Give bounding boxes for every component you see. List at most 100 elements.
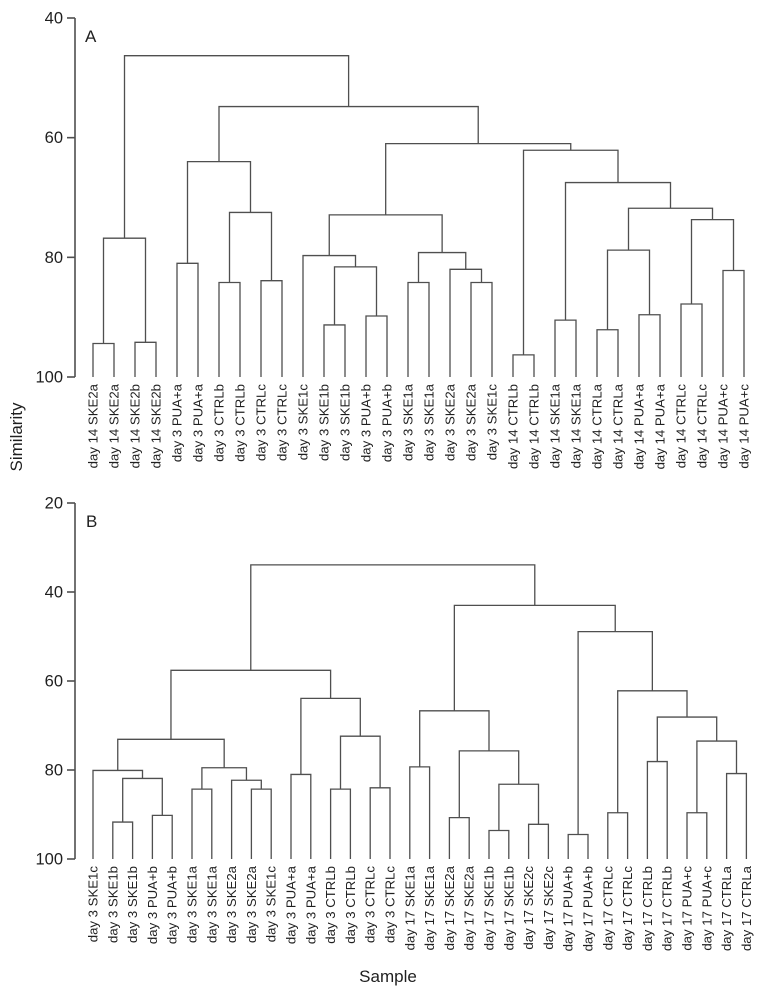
leaf-label: day 3 CTRLb [212, 384, 227, 462]
leaf-label: day 17 SKE2a [442, 865, 457, 950]
leaf-label: day 17 SKE1b [501, 866, 516, 950]
y-tick-label: 80 [45, 249, 63, 267]
leaf-label: day 3 SKE1a [401, 383, 416, 461]
leaf-label: day 3 CTRLb [323, 866, 338, 944]
cluster-link [369, 787, 391, 859]
y-tick-label: 40 [45, 584, 63, 602]
leaf-label: day 3 PUA+b [380, 384, 395, 462]
cluster-link [527, 823, 550, 859]
leaf-label: day 17 SKE2c [541, 866, 556, 950]
leaf-label: day 3 SKE1a [422, 383, 437, 461]
leaf-label: day 3 SKE2a [224, 865, 239, 943]
leaf-label: day 3 SKE2a [443, 383, 458, 461]
cluster-link [453, 604, 616, 711]
cluster-link [407, 281, 430, 377]
leaf-label: day 3 PUA+b [165, 866, 180, 944]
cluster-link [522, 149, 619, 355]
leaf-label: day 3 PUA+a [170, 383, 185, 462]
cluster-link [498, 783, 540, 831]
leaf-label: day 17 SKE1b [482, 866, 497, 950]
cluster-link [564, 181, 672, 321]
leaf-label: day 14 PUA+a [632, 383, 647, 469]
leaf-label: day 3 SKE1b [338, 384, 353, 461]
leaf-label: day 14 PUA+c [737, 384, 752, 469]
cluster-link [117, 738, 225, 771]
y-tick-label: 60 [45, 129, 63, 147]
leaf-label: day 14 SKE2b [128, 384, 143, 468]
cluster-link [419, 710, 490, 767]
cluster-link [725, 772, 748, 859]
cluster-link [385, 143, 572, 215]
cluster-link [607, 812, 629, 859]
leaf-label: day 14 PUA+c [716, 384, 731, 469]
cluster-link [449, 268, 483, 377]
cluster-link [323, 324, 346, 377]
leaf-label: day 3 CTRLb [233, 384, 248, 462]
cluster-link [567, 833, 589, 859]
cluster-link [201, 767, 248, 790]
leaf-label: day 3 SKE1c [485, 384, 500, 461]
leaf-label: day 17 CTRLc [620, 866, 635, 951]
leaf-label: day 14 CTRLa [611, 383, 626, 469]
leaf-label: day 3 PUA+b [359, 384, 374, 462]
leaf-label: day 17 SKE2a [462, 865, 477, 950]
leaf-label: day 14 SKE1a [548, 383, 563, 468]
leaf-label: day 14 CTRLc [674, 384, 689, 469]
y-tick-label: 100 [35, 851, 63, 869]
cluster-link [176, 262, 199, 377]
cluster-link [302, 254, 357, 377]
cluster-link [488, 829, 510, 859]
leaf-label: day 3 PUA+a [284, 865, 299, 944]
leaf-label: day 17 PUA+c [699, 866, 714, 951]
cluster-link [123, 55, 350, 239]
leaf-label: day 3 PUA+a [303, 865, 318, 944]
cluster-link [680, 303, 703, 377]
cluster-link [512, 354, 535, 377]
leaf-label: day 14 CTRLc [695, 384, 710, 469]
y-tick-label: 60 [45, 673, 63, 691]
leaf-label: day 3 SKE1c [296, 384, 311, 461]
cluster-link [228, 211, 273, 283]
cluster-link [686, 812, 708, 859]
cluster-link [218, 105, 479, 162]
y-tick-label: 20 [45, 495, 63, 513]
leaf-label: day 17 CTRLc [600, 866, 615, 951]
leaf-label: day 3 CTRLb [343, 866, 358, 944]
cluster-link [606, 249, 651, 330]
leaf-label: day 17 SKE2c [521, 866, 536, 950]
cluster-link [722, 269, 745, 377]
cluster-link [448, 816, 470, 859]
cluster-link [290, 773, 312, 859]
leaf-label: day 3 CTRLc [275, 384, 290, 461]
cluster-link [92, 769, 144, 859]
leaf-label: day 17 SKE1a [402, 865, 417, 950]
cluster-link [696, 740, 738, 813]
leaf-label: day 14 CTRLb [527, 384, 542, 469]
leaf-label: day 3 PUA+b [145, 866, 160, 944]
y-tick-label: 40 [45, 10, 63, 28]
leaf-label: day 3 SKE1c [264, 866, 279, 943]
y-tick-label: 80 [45, 762, 63, 780]
cluster-link [230, 779, 262, 859]
cluster-link [170, 669, 332, 740]
cluster-link [417, 251, 467, 283]
leaf-label: day 3 SKE2a [244, 865, 259, 943]
cluster-link [690, 218, 735, 305]
leaf-label: day 3 CTRLc [363, 866, 378, 943]
cluster-link [218, 281, 241, 377]
cluster-link [329, 788, 352, 859]
leaf-label: day 3 SKE1b [125, 866, 140, 943]
cluster-link [333, 266, 378, 325]
x-axis-title: Sample [359, 967, 417, 986]
cluster-link [151, 814, 173, 859]
cluster-link [656, 716, 718, 762]
leaf-label: day 17 PUA+b [581, 866, 596, 951]
cluster-link [554, 319, 577, 377]
leaf-label: day 17 PUA+b [561, 866, 576, 951]
cluster-link [577, 630, 653, 835]
leaf-label: day 14 CTRLa [590, 383, 605, 469]
cluster-link [409, 766, 431, 859]
cluster-link [250, 788, 272, 859]
cluster-link [646, 760, 668, 859]
